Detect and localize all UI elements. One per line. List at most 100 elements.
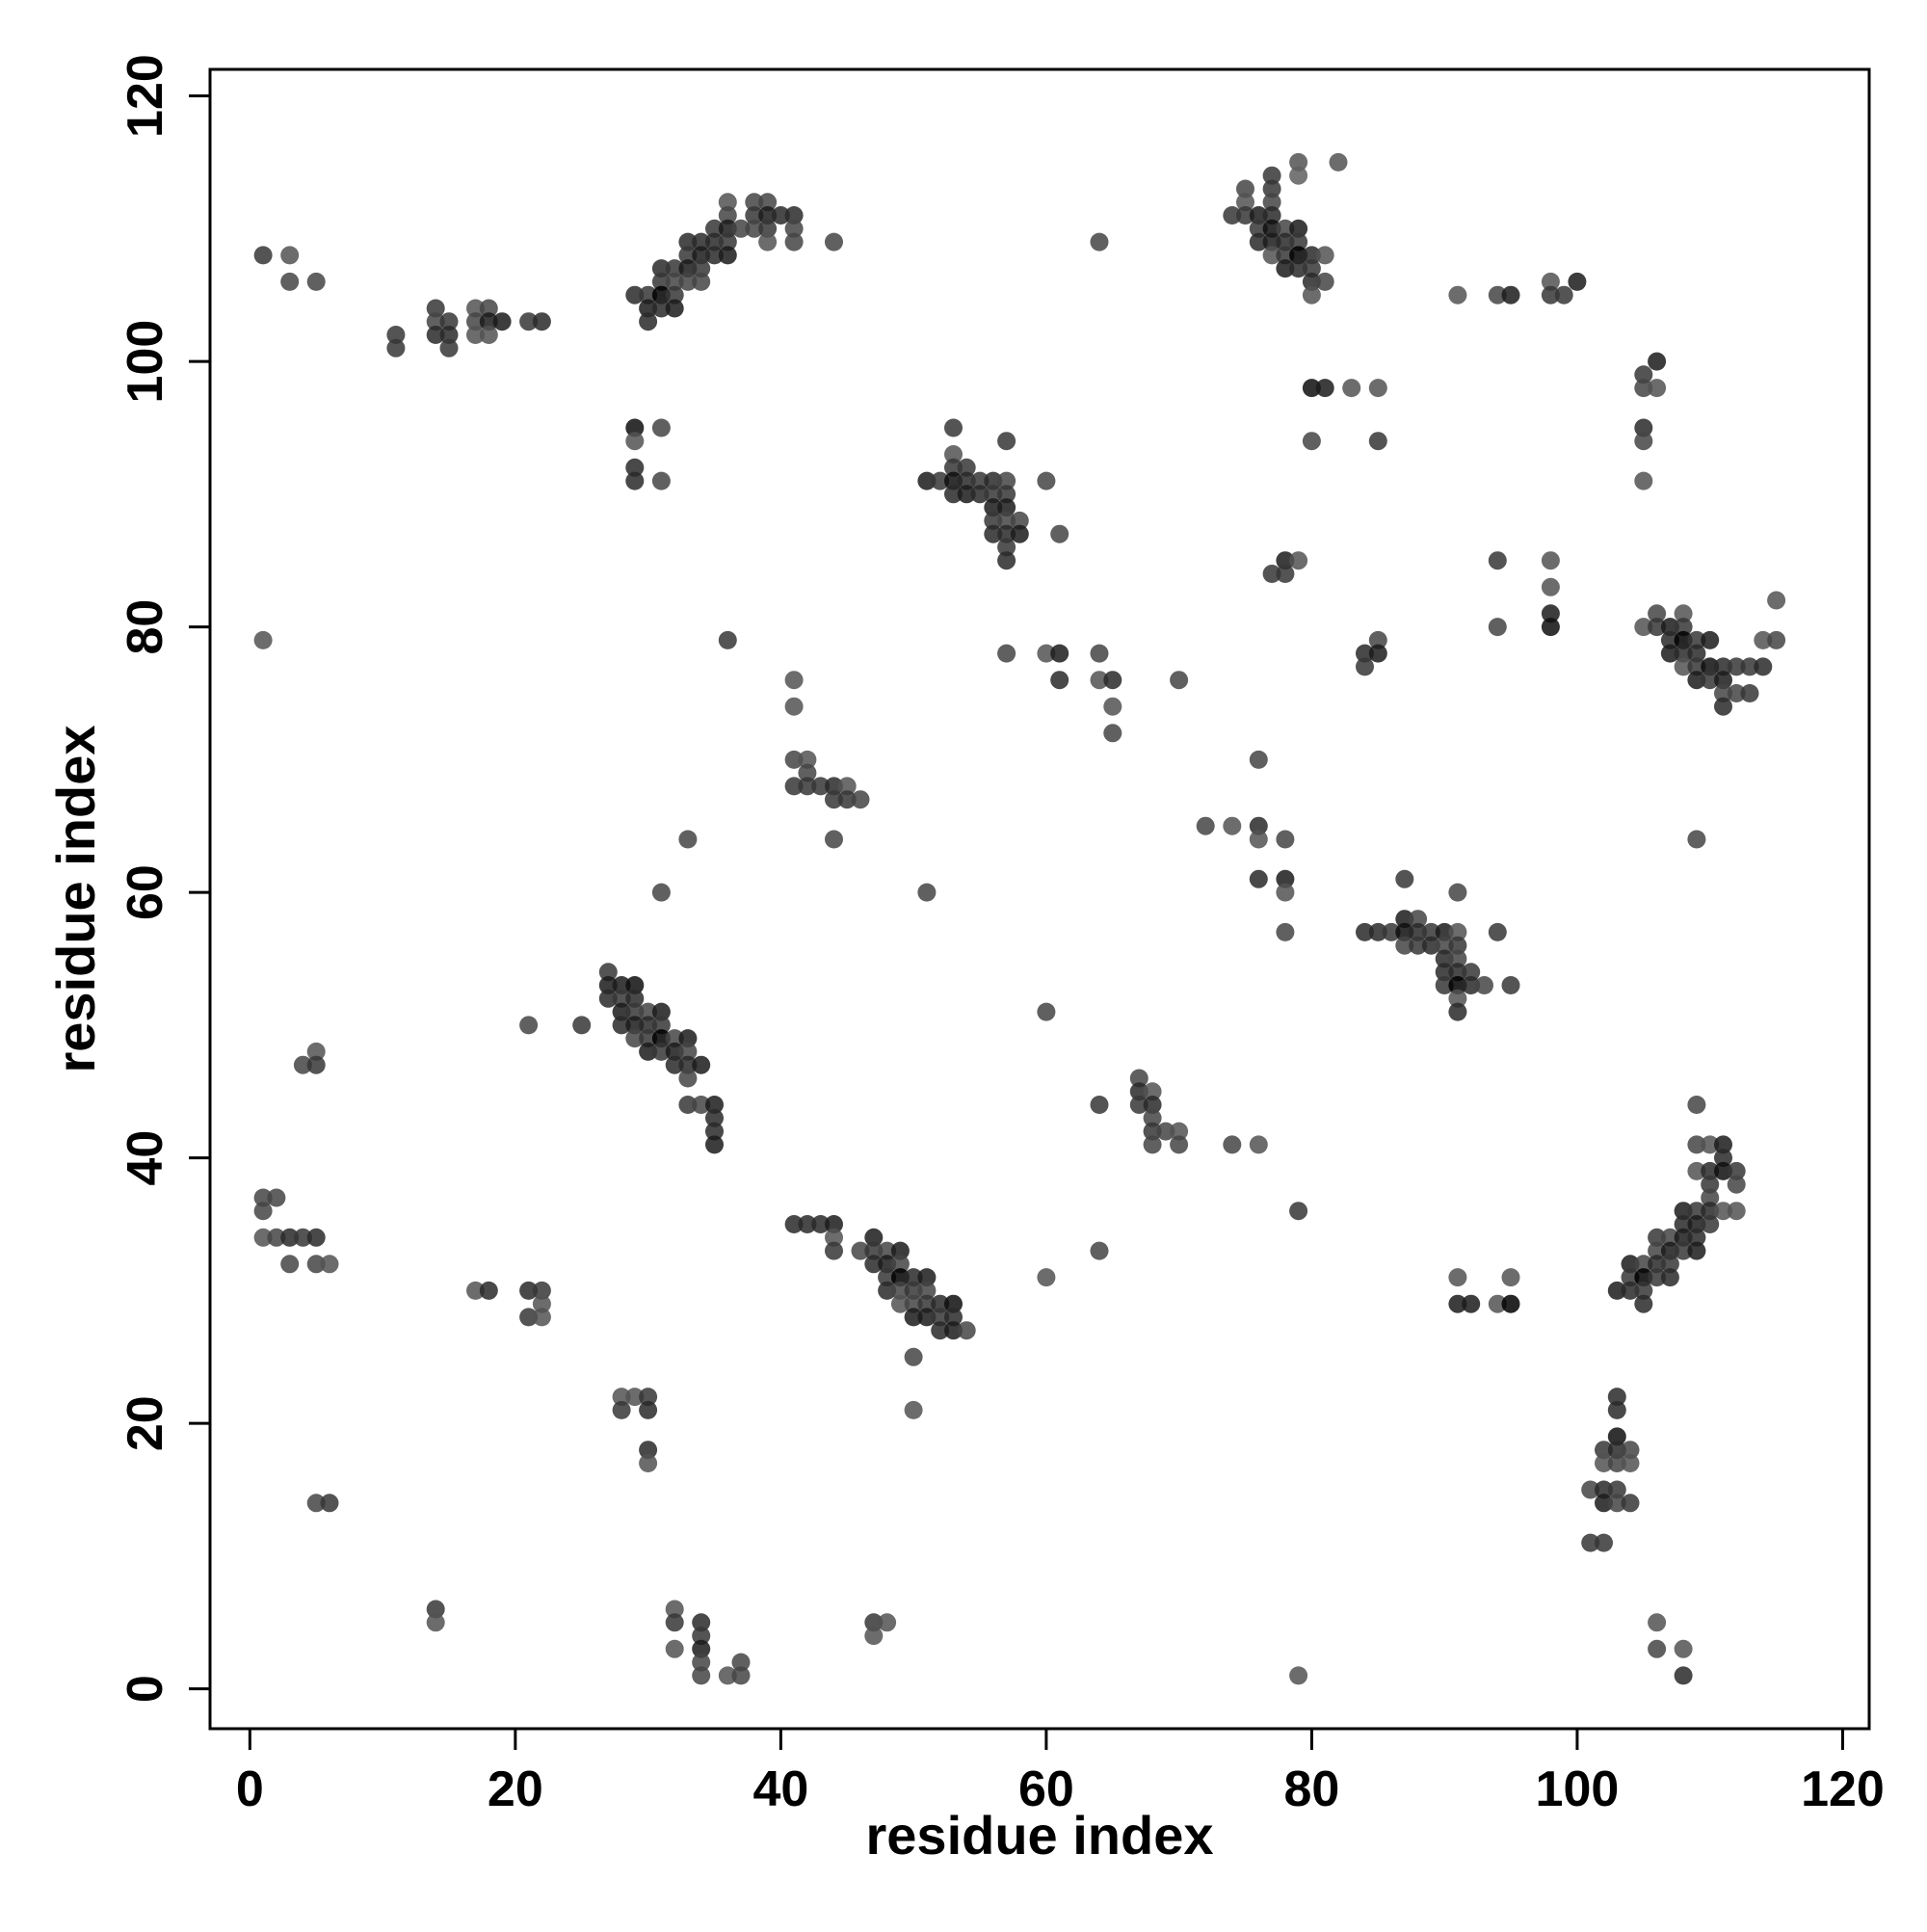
contact-point	[944, 1321, 963, 1340]
contact-point	[1754, 657, 1773, 676]
contact-point	[306, 1042, 326, 1061]
contact-point	[1674, 1639, 1693, 1658]
contact-point	[612, 989, 631, 1008]
contact-point	[984, 511, 1003, 530]
contact-point	[625, 285, 645, 304]
contact-point	[1660, 1241, 1679, 1260]
contact-point	[651, 259, 671, 278]
contact-point	[1541, 577, 1560, 596]
x-tick-label: 120	[1801, 1761, 1885, 1817]
contact-point	[1103, 724, 1122, 743]
contact-point	[532, 1308, 551, 1327]
contact-point	[1236, 193, 1254, 212]
contact-point	[665, 299, 684, 318]
contact-point	[917, 883, 937, 902]
contact-point	[825, 232, 843, 251]
contact-point	[917, 1308, 937, 1327]
contact-point	[280, 1255, 300, 1274]
contact-point	[1634, 418, 1653, 437]
contact-point	[904, 1400, 923, 1419]
contact-point	[1249, 232, 1268, 251]
contact-point	[798, 763, 817, 782]
contact-point	[1674, 630, 1693, 649]
contact-point	[1262, 179, 1281, 198]
contact-point	[479, 326, 498, 344]
contact-point	[851, 1241, 870, 1260]
contact-point	[1448, 989, 1467, 1008]
contact-point	[466, 312, 485, 331]
contact-point	[665, 1639, 684, 1658]
contact-point	[825, 830, 843, 849]
contact-point	[1754, 630, 1773, 649]
contact-point	[1382, 922, 1401, 941]
contact-point	[984, 524, 1003, 543]
contact-point	[1595, 1441, 1613, 1460]
contact-point	[758, 206, 778, 225]
contact-point	[1276, 869, 1295, 888]
contact-point	[944, 1294, 963, 1313]
y-tick-label: 20	[118, 1395, 173, 1451]
contact-point	[825, 1228, 843, 1247]
contact-point	[1276, 246, 1295, 265]
contact-point	[1727, 1161, 1746, 1180]
contact-point	[519, 1281, 539, 1300]
contact-point	[692, 259, 711, 278]
contact-point	[1249, 1135, 1268, 1154]
contact-point	[1648, 379, 1667, 398]
contact-point	[1315, 379, 1334, 398]
contact-point	[1368, 922, 1387, 941]
contact-point	[1488, 551, 1507, 570]
contact-point	[1621, 1281, 1640, 1300]
contact-point	[1674, 1202, 1693, 1221]
contact-point	[837, 790, 857, 809]
contact-point	[984, 471, 1003, 490]
contact-point	[718, 206, 737, 225]
contact-point	[1196, 816, 1215, 835]
contact-point	[1701, 1135, 1720, 1154]
contact-point	[1448, 883, 1467, 902]
contact-point	[705, 1108, 724, 1127]
contact-point	[1687, 830, 1706, 849]
contact-point	[1421, 936, 1440, 955]
contact-point	[625, 1002, 645, 1021]
contact-point	[639, 1454, 658, 1472]
contact-point	[1090, 644, 1109, 663]
contact-point	[320, 1494, 339, 1513]
contact-point	[651, 418, 671, 437]
contact-point	[692, 272, 711, 291]
contact-point	[1249, 830, 1268, 849]
contact-point	[1409, 922, 1428, 941]
contact-point	[731, 219, 751, 238]
y-tick-label: 80	[118, 599, 173, 655]
contact-point	[625, 1016, 645, 1035]
y-tick-label: 120	[118, 54, 173, 138]
contact-point	[1435, 949, 1454, 968]
contact-point	[931, 1294, 950, 1313]
contact-point	[639, 1400, 658, 1419]
contact-point	[1448, 922, 1467, 941]
contact-point	[1554, 285, 1573, 304]
contact-point	[612, 1400, 631, 1419]
contact-point	[1634, 1255, 1653, 1274]
contact-point	[612, 1388, 631, 1407]
contact-point	[1714, 1135, 1732, 1154]
contact-point	[1634, 1294, 1653, 1313]
contact-point	[1395, 922, 1414, 941]
contact-point	[1368, 379, 1387, 398]
contact-point	[1448, 1268, 1467, 1287]
contact-point	[1170, 671, 1189, 690]
contact-point	[267, 1228, 286, 1247]
y-tick-label: 60	[118, 864, 173, 920]
contact-point	[1648, 1241, 1667, 1260]
contact-point	[718, 1666, 737, 1685]
contact-point	[426, 299, 445, 318]
contact-point	[665, 1600, 684, 1619]
contact-point	[519, 1308, 539, 1327]
contact-point	[639, 1029, 658, 1048]
contact-point	[639, 312, 658, 331]
contact-point	[1143, 1108, 1162, 1127]
contact-point	[1660, 1228, 1679, 1247]
contact-point	[705, 1135, 724, 1154]
contact-point	[306, 1055, 326, 1074]
contact-point	[784, 219, 804, 238]
